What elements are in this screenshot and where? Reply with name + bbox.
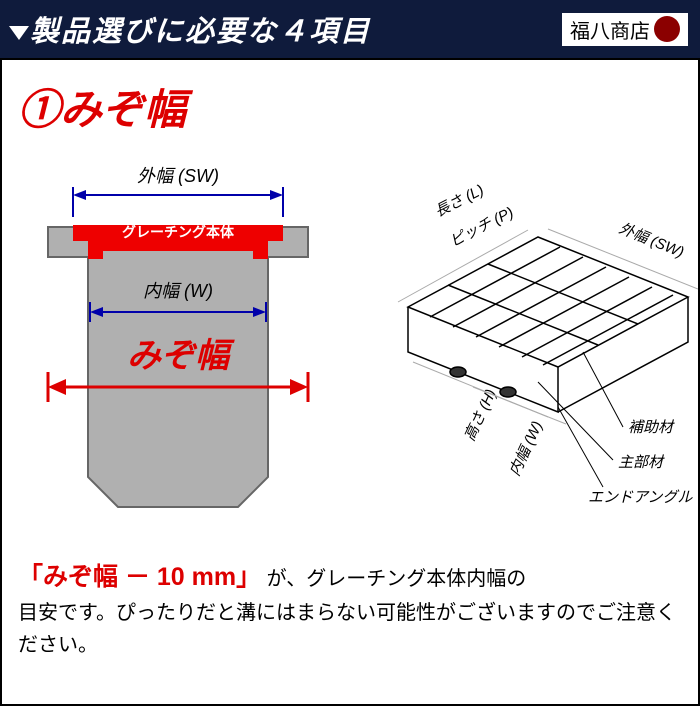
footer-text2: 目安です。ぴったりだと溝にはまらない可能性がございますのでご注意ください。 xyxy=(18,602,676,656)
right-diagram: 長さ (L) ピッチ (P) 外幅 (SW) 高さ (H) 内幅 (W) 補助材… xyxy=(358,157,698,527)
grating-label: グレーチング本体 xyxy=(122,224,235,240)
angle-label: エンドアングル xyxy=(588,489,693,506)
channel-svg: 外幅 (SW) グレーチング本体 内幅 (W) xyxy=(18,157,338,527)
section-title: ①みぞ幅 xyxy=(18,76,682,137)
footer-text1: が、グレーチング本体内幅の xyxy=(267,568,527,590)
grating-3d-svg: 長さ (L) ピッチ (P) 外幅 (SW) 高さ (H) 内幅 (W) 補助材… xyxy=(358,157,698,527)
main-content: ①みぞ幅 外幅 (SW) グレーチング本体 内幅 ( xyxy=(0,58,700,706)
diagram-area: 外幅 (SW) グレーチング本体 内幅 (W) xyxy=(18,157,682,527)
groove-width-text: みぞ幅 xyxy=(127,337,235,375)
aux-label: 補助材 xyxy=(628,419,675,436)
footer-highlight: 「みぞ幅 － 10 mm」 xyxy=(18,563,261,591)
header: 製品選びに必要な４項目 福八商店 xyxy=(0,0,700,58)
inner-width-text: 内幅 (W) xyxy=(143,281,213,301)
outer-width-3d-label: 外幅 (SW) xyxy=(617,220,687,261)
header-title-text: 製品選びに必要な４項目 xyxy=(30,16,371,48)
daruma-icon xyxy=(654,16,680,42)
footer-text: 「みぞ幅 － 10 mm」 が、グレーチング本体内幅の 目安です。ぴったりだと溝… xyxy=(18,557,682,661)
outer-width-text: 外幅 (SW) xyxy=(137,166,219,186)
logo: 福八商店 xyxy=(562,13,688,46)
left-diagram: 外幅 (SW) グレーチング本体 内幅 (W) xyxy=(18,157,338,527)
inner-width-3d-label: 内幅 (W) xyxy=(506,419,546,479)
main-label: 主部材 xyxy=(618,454,665,471)
header-title: 製品選びに必要な４項目 xyxy=(12,8,371,50)
length-label: 長さ (L) xyxy=(432,182,487,221)
logo-text: 福八商店 xyxy=(570,15,650,44)
triangle-icon xyxy=(9,26,29,40)
